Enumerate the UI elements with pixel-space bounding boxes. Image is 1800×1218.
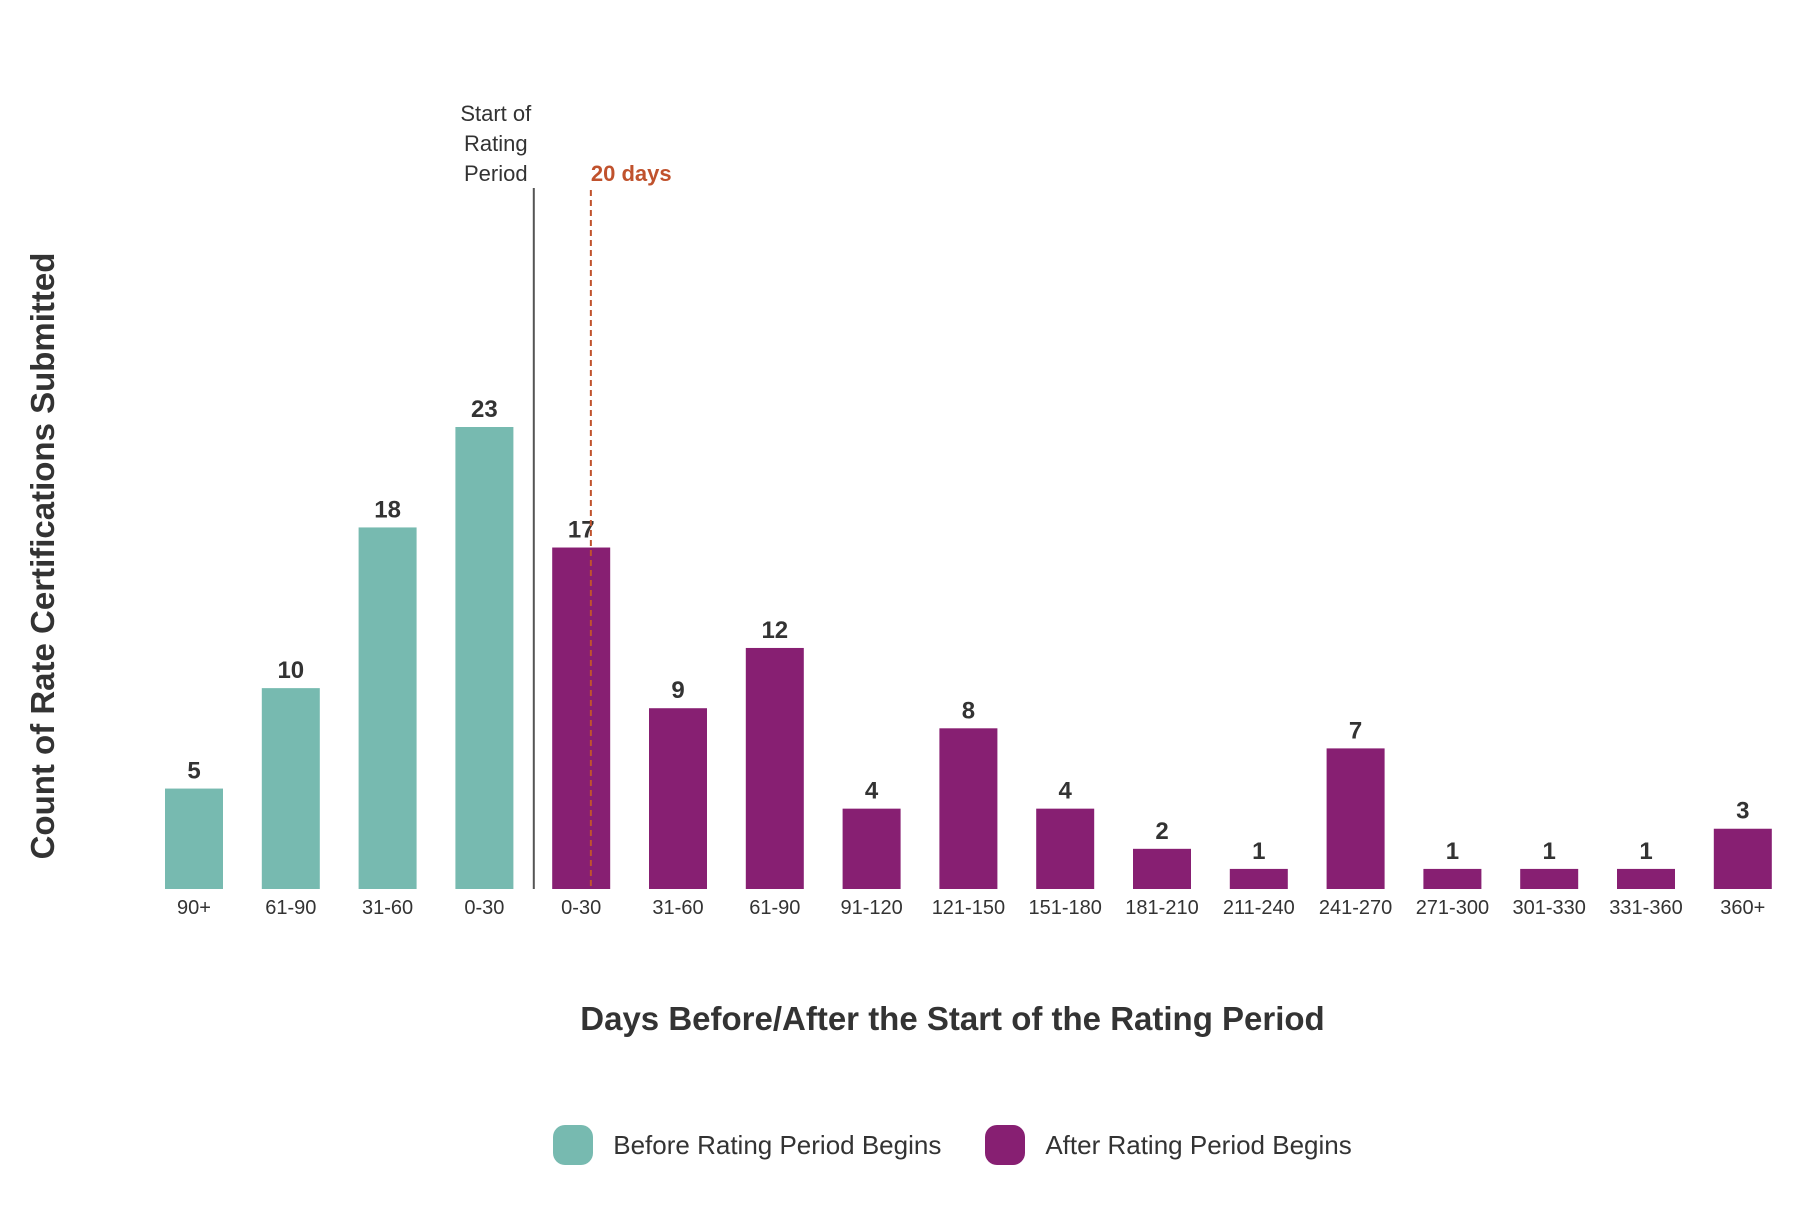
bar-after-331-360 <box>1617 868 1675 889</box>
data-label-3: 23 <box>471 396 498 423</box>
data-label-15: 1 <box>1639 838 1652 865</box>
legend-item-before: Before Rating Period Begins <box>553 1125 941 1165</box>
x-tick-label-13: 271-300 <box>1416 897 1489 919</box>
bar-after-271-300 <box>1423 868 1482 889</box>
legend-label-before: Before Rating Period Begins <box>613 1129 942 1160</box>
x-tick-label-5: 31-60 <box>652 897 703 919</box>
bar-before-31-60 <box>358 527 417 889</box>
x-tick-label-8: 121-150 <box>932 897 1005 919</box>
bar-after-91-120 <box>842 808 901 889</box>
data-label-10: 2 <box>1155 818 1168 845</box>
x-tick-label-6: 61-90 <box>749 897 800 919</box>
bar-after-360+ <box>1713 828 1772 889</box>
x-tick-label-1: 61-90 <box>265 897 316 919</box>
start-of-rating-period-label-line-2: Period <box>464 161 528 186</box>
x-tick-label-0: 90+ <box>177 897 211 919</box>
x-tick-label-4: 0-30 <box>561 897 601 919</box>
data-label-6: 12 <box>761 617 788 644</box>
x-tick-label-16: 360+ <box>1720 897 1765 919</box>
x-tick-label-7: 91-120 <box>840 897 902 919</box>
data-label-12: 7 <box>1349 717 1362 744</box>
bar-after-181-210 <box>1133 848 1191 889</box>
start-of-rating-period-label-line-0: Start of <box>460 101 532 126</box>
bar-after-301-330 <box>1520 868 1579 889</box>
x-tick-label-3: 0-30 <box>464 897 504 919</box>
data-label-8: 8 <box>962 697 975 724</box>
x-tick-label-15: 331-360 <box>1609 897 1682 919</box>
legend-item-after: After Rating Period Begins <box>985 1125 1352 1165</box>
data-label-11: 1 <box>1252 838 1265 865</box>
x-tick-label-2: 31-60 <box>362 897 413 919</box>
bar-before-61-90 <box>261 688 320 889</box>
x-axis-title: Days Before/After the Start of the Ratin… <box>580 1000 1325 1037</box>
bar-after-121-150 <box>939 728 998 889</box>
x-tick-label-10: 181-210 <box>1125 897 1198 919</box>
data-label-14: 1 <box>1543 838 1556 865</box>
x-tick-label-11: 211-240 <box>1223 897 1295 919</box>
x-tick-label-12: 241-270 <box>1319 897 1392 919</box>
data-label-16: 3 <box>1736 798 1749 825</box>
bar-after-31-60 <box>649 708 707 889</box>
data-label-2: 18 <box>374 496 401 523</box>
data-label-1: 10 <box>277 657 304 684</box>
bar-before-0-30 <box>455 427 514 889</box>
bar-after-151-180 <box>1036 808 1095 889</box>
start-of-rating-period-label-line-1: Rating <box>464 131 528 156</box>
data-label-9: 4 <box>1059 778 1073 805</box>
legend-swatch-after <box>985 1125 1026 1165</box>
data-label-7: 4 <box>865 778 879 805</box>
bar-after-61-90 <box>745 647 804 889</box>
legend-swatch-before <box>553 1125 594 1165</box>
data-label-0: 5 <box>187 758 200 785</box>
data-label-13: 1 <box>1446 838 1459 865</box>
bar-before-90+ <box>165 788 223 889</box>
twenty-days-label: 20 days <box>591 161 672 186</box>
bar-after-0-30 <box>552 547 611 889</box>
y-axis-title: Count of Rate Certifications Submitted <box>24 252 61 860</box>
bar-after-211-240 <box>1229 868 1288 889</box>
legend-label-after: After Rating Period Begins <box>1045 1129 1352 1160</box>
bar-after-241-270 <box>1326 748 1385 889</box>
data-label-5: 9 <box>671 677 684 704</box>
x-tick-label-14: 301-330 <box>1512 897 1585 919</box>
x-tick-label-9: 151-180 <box>1028 897 1101 919</box>
legend: Before Rating Period Begins After Rating… <box>0 1125 1800 1165</box>
